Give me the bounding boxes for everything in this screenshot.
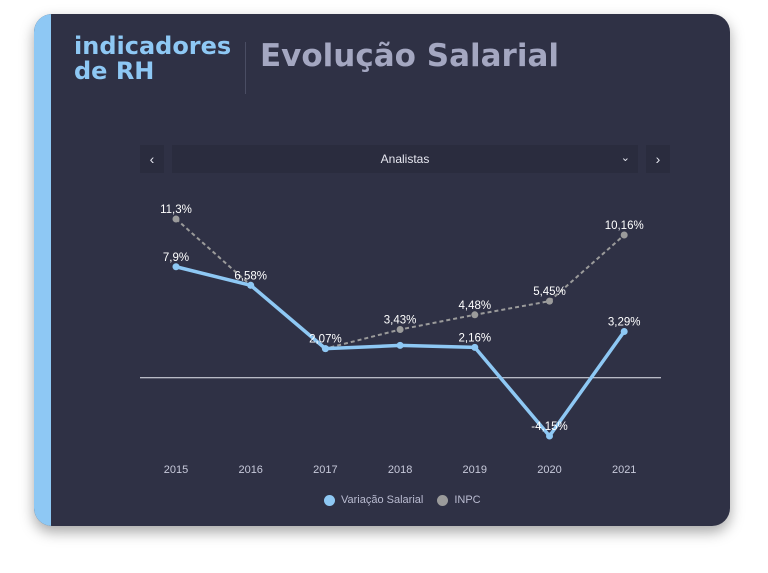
legend-marker-inpc <box>437 494 449 506</box>
data-label: 5,45% <box>533 286 566 298</box>
accent-bar <box>34 14 51 526</box>
data-point[interactable] <box>396 326 404 334</box>
line-chart: 2015 2016 2017 2018 2019 2020 2021 7,9% 6,58% 2,0… <box>140 204 661 476</box>
header-divider <box>245 42 246 94</box>
data-point[interactable] <box>546 432 553 440</box>
chart-legend: Variação Salarial INPC <box>324 494 481 506</box>
data-point[interactable] <box>172 263 180 271</box>
x-tick-label: 2017 <box>313 464 337 476</box>
next-filter-button[interactable]: › <box>646 145 670 173</box>
legend-item-salary[interactable]: Variação Salarial <box>324 494 423 506</box>
data-point[interactable] <box>620 231 628 239</box>
brand-logo: indicadores de RH <box>74 34 231 84</box>
chevron-down-icon: ⌄ <box>620 152 630 164</box>
x-tick-label: 2016 <box>238 464 262 476</box>
data-label: 2,07% <box>309 334 342 346</box>
page-title: Evolução Salarial <box>260 38 560 74</box>
data-label: -4,15% <box>531 421 567 433</box>
data-point[interactable] <box>471 343 479 351</box>
data-label: 11,3% <box>160 204 192 216</box>
data-point[interactable] <box>546 297 553 305</box>
x-tick-label: 2018 <box>388 464 412 476</box>
data-label: 10,16% <box>605 220 644 232</box>
data-point[interactable] <box>396 341 404 349</box>
brand-line-1: indicadores <box>74 32 232 60</box>
data-label: 7,9% <box>163 252 189 264</box>
data-point[interactable] <box>471 311 479 319</box>
legend-item-inpc[interactable]: INPC <box>437 494 481 506</box>
data-label: 3,29% <box>608 317 641 329</box>
chevron-right-icon: › <box>655 151 661 167</box>
report-card: indicadores de RH Evolução Salarial ‹ An… <box>34 14 730 526</box>
x-tick-label: 2015 <box>164 464 188 476</box>
role-filter-select[interactable]: Analistas ⌄ <box>172 145 638 173</box>
x-tick-label: 2020 <box>537 464 561 476</box>
brand-line-2: de RH <box>74 57 155 85</box>
data-point[interactable] <box>620 328 628 336</box>
x-tick-label: 2021 <box>612 464 636 476</box>
data-point[interactable] <box>172 215 180 223</box>
data-point[interactable] <box>247 281 255 289</box>
legend-label-inpc: INPC <box>454 494 481 506</box>
data-label: 4,48% <box>458 300 491 312</box>
data-point[interactable] <box>321 345 329 353</box>
legend-marker-salary <box>324 494 335 506</box>
prev-filter-button[interactable]: ‹ <box>140 145 164 173</box>
data-label: 3,43% <box>384 315 417 327</box>
data-label: 6,58% <box>234 270 267 282</box>
data-label: 2,16% <box>458 332 491 344</box>
role-filter-value: Analistas <box>380 152 430 166</box>
x-tick-label: 2019 <box>463 464 487 476</box>
chevron-left-icon: ‹ <box>149 151 155 167</box>
legend-label-salary: Variação Salarial <box>341 494 424 506</box>
